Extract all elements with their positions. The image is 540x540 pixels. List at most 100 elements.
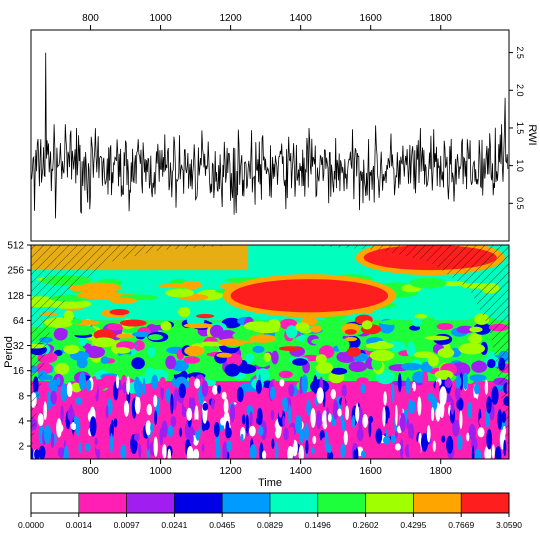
rwi-x-tick-label: 1000 — [149, 13, 172, 24]
wavelet-power-blob — [353, 449, 356, 459]
wavelet-power-blob — [201, 380, 209, 397]
wavelet-power-blob — [47, 390, 52, 412]
wavelet-power-blob — [308, 444, 312, 459]
wavelet-power-blob — [270, 386, 276, 400]
wavelet-power-blob — [222, 441, 228, 459]
wavelet-power-blob — [471, 445, 475, 459]
wavelet-power-blob — [329, 425, 337, 441]
wavelet-power-blob — [186, 446, 194, 459]
wavelet-power-blob — [68, 282, 122, 293]
rwi-y-tick-label: 1.5 — [515, 122, 525, 135]
wavelet-power-blob — [444, 378, 452, 388]
wavelet-power-blob — [131, 331, 152, 337]
wavelet-x-tick-label: 1800 — [430, 466, 453, 477]
wavelet-power-blob — [202, 407, 208, 424]
wavelet-power-blob — [435, 381, 440, 396]
wavelet-y-tick-label: 4 — [18, 416, 24, 427]
wavelet-power-blob — [179, 427, 183, 437]
wavelet-power-blob — [417, 396, 422, 416]
wavelet-power-blob — [212, 385, 218, 395]
wavelet-power-blob — [421, 411, 425, 427]
wavelet-feature-core — [230, 279, 389, 313]
wavelet-power-blob — [170, 416, 177, 428]
wavelet-power-blob — [202, 402, 209, 411]
colorbar-cell — [78, 492, 127, 514]
wavelet-power-blob — [463, 372, 468, 390]
wavelet-power-blob — [456, 397, 464, 411]
wavelet-power-blob — [116, 404, 123, 423]
wavelet-power-blob — [304, 422, 309, 444]
wavelet-power-blob — [142, 377, 146, 395]
colorbar-label: 0.0097 — [114, 520, 140, 530]
wavelet-power-blob — [456, 325, 475, 334]
wavelet-power-blob — [109, 297, 138, 304]
wavelet-power-blob — [249, 425, 256, 437]
colorbar-label: 0.0000 — [18, 520, 44, 530]
wavelet-power-blob — [348, 430, 354, 441]
wavelet-power-blob — [294, 414, 303, 434]
wavelet-power-blob — [178, 306, 191, 318]
wavelet-power-blob — [368, 419, 372, 438]
wavelet-power-blob — [399, 413, 406, 433]
wavelet-power-blob — [452, 418, 460, 437]
wavelet-power-blob — [263, 352, 271, 363]
wavelet-power-blob — [467, 401, 473, 419]
wavelet-power-blob — [365, 386, 371, 399]
wavelet-power-blob — [134, 395, 141, 415]
wavelet-power-blob — [468, 423, 476, 441]
wavelet-power-blob — [245, 414, 249, 434]
wavelet-power-blob — [258, 425, 264, 437]
wavelet-power-blob — [486, 428, 493, 450]
wavelet-power-blob — [67, 407, 75, 422]
wavelet-power-blob — [54, 362, 70, 375]
wavelet-power-blob — [432, 440, 436, 452]
wavelet-power-blob — [220, 417, 226, 426]
wavelet-power-blob — [79, 422, 85, 432]
wavelet-power-blob — [66, 382, 73, 398]
wavelet-power-blob — [408, 398, 415, 415]
colorbar-label: 0.0014 — [66, 520, 92, 530]
wavelet-power-blob — [409, 277, 447, 289]
wavelet-power-blob — [116, 333, 134, 339]
wavelet-power-blob — [157, 283, 203, 289]
wavelet-power-blob — [244, 437, 250, 456]
wavelet-power-blob — [288, 404, 292, 425]
wavelet-power-blob — [146, 403, 152, 416]
wavelet-power-blob — [355, 447, 359, 459]
wavelet-power-blob — [414, 314, 428, 319]
wavelet-power-blob — [56, 377, 61, 386]
wavelet-power-blob — [134, 433, 140, 442]
wavelet-power-blob — [327, 413, 332, 423]
wavelet-power-blob — [431, 407, 435, 422]
wavelet-power-blob — [387, 417, 391, 438]
wavelet-y-tick-label: 16 — [13, 366, 25, 377]
wavelet-power-blob — [123, 400, 130, 417]
wavelet-power-blob — [362, 414, 369, 428]
wavelet-power-blob — [224, 363, 241, 377]
wavelet-power-blob — [50, 432, 55, 449]
wavelet-power-blob — [221, 317, 242, 329]
wavelet-power-blob — [282, 415, 286, 428]
wavelet-power-blob — [361, 450, 366, 458]
wavelet-power-blob — [70, 318, 83, 325]
wavelet-power-blob — [413, 351, 435, 359]
wavelet-power-blob — [67, 325, 96, 336]
wavelet-power-blob — [78, 335, 87, 347]
wavelet-power-blob — [287, 445, 294, 459]
wavelet-power-blob — [183, 322, 213, 329]
wavelet-power-blob — [37, 413, 44, 427]
wavelet-power-blob — [133, 340, 145, 352]
wavelet-power-blob — [85, 345, 105, 359]
wavelet-power-blob — [502, 425, 506, 436]
wavelet-power-blob — [474, 383, 480, 395]
wavelet-power-blob — [298, 445, 304, 459]
wavelet-power-blob — [75, 397, 83, 405]
colorbar-label: 0.2602 — [353, 520, 379, 530]
wavelet-power-blob — [379, 319, 409, 325]
wavelet-power-blob — [391, 383, 395, 404]
rwi-x-axis: 800 1000 1200 1400 1600 1800 — [82, 13, 452, 30]
wavelet-power-blob — [375, 428, 383, 444]
wavelet-power-blob — [365, 442, 371, 454]
wavelet-power-blob — [93, 329, 115, 341]
rwi-y-axis: 0.5 1.0 1.5 2.0 2.5 — [509, 46, 525, 210]
